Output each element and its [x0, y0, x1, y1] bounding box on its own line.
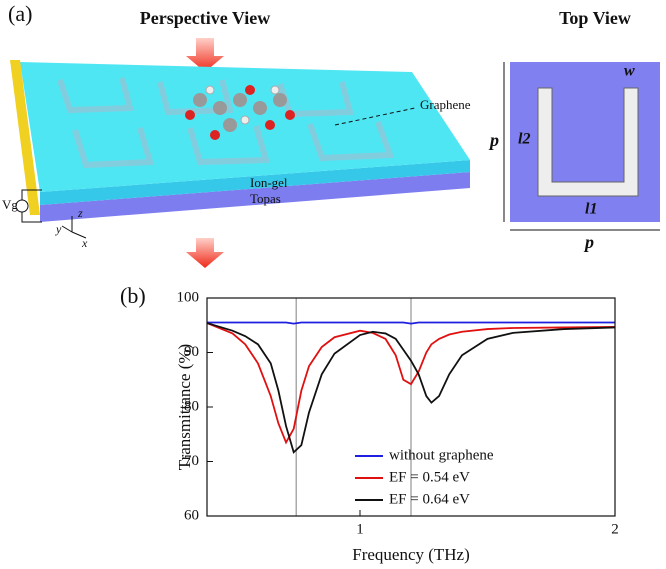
x-tick-label: 2 [611, 521, 619, 537]
perspective-title: Perspective View [140, 8, 270, 28]
y-tick-label: 80 [184, 398, 199, 414]
legend-label: EF = 0.64 eV [389, 491, 470, 507]
chart: 60 70 80 90 100 1 2 Frequency (THz) Transmittanc… [175, 289, 619, 563]
topas-label: Topas [250, 191, 281, 206]
top-title: Top View [559, 8, 631, 28]
gate-label: Vg [2, 197, 18, 212]
axis-y: y [55, 222, 62, 236]
dim-label: w [624, 63, 635, 80]
panel-label: (b) [120, 283, 146, 308]
dim-label: p [488, 130, 499, 150]
iongel-label: Ion-gel [250, 175, 288, 190]
dim-label: p [583, 232, 594, 252]
series-line [206, 322, 616, 445]
plot-frame [206, 297, 616, 517]
electrode [10, 60, 40, 215]
dim-label: l1 [585, 201, 597, 218]
topas-layer [40, 172, 470, 222]
y-tick-label: 60 [184, 507, 199, 523]
axis-x: x [81, 236, 88, 250]
y-tick-label: 70 [184, 453, 199, 469]
y-tick-label: 100 [177, 289, 200, 305]
axes-icon [61, 216, 87, 239]
u-resonator [537, 87, 639, 197]
resonators [57, 77, 395, 169]
x-axis-label: Frequency (THz) [352, 545, 470, 564]
graphene-label: Graphene [420, 97, 471, 112]
x-tick-label: 1 [356, 521, 364, 537]
series-line [206, 322, 616, 454]
arrow [186, 238, 224, 268]
legend-label: EF = 0.54 eV [389, 469, 470, 485]
arrow [186, 38, 224, 72]
dim-label: l2 [518, 131, 530, 148]
panel-label: (a) [8, 1, 32, 26]
molecule [185, 85, 295, 140]
y-tick-label: 90 [184, 344, 199, 360]
y-axis-label: Transmittance (%) [175, 344, 194, 470]
legend-label: without graphene [389, 447, 494, 463]
iongel-layer [40, 160, 470, 205]
source [15, 199, 29, 213]
series-line [207, 321, 615, 325]
axis-z: z [77, 206, 83, 220]
slab-top [20, 62, 470, 192]
